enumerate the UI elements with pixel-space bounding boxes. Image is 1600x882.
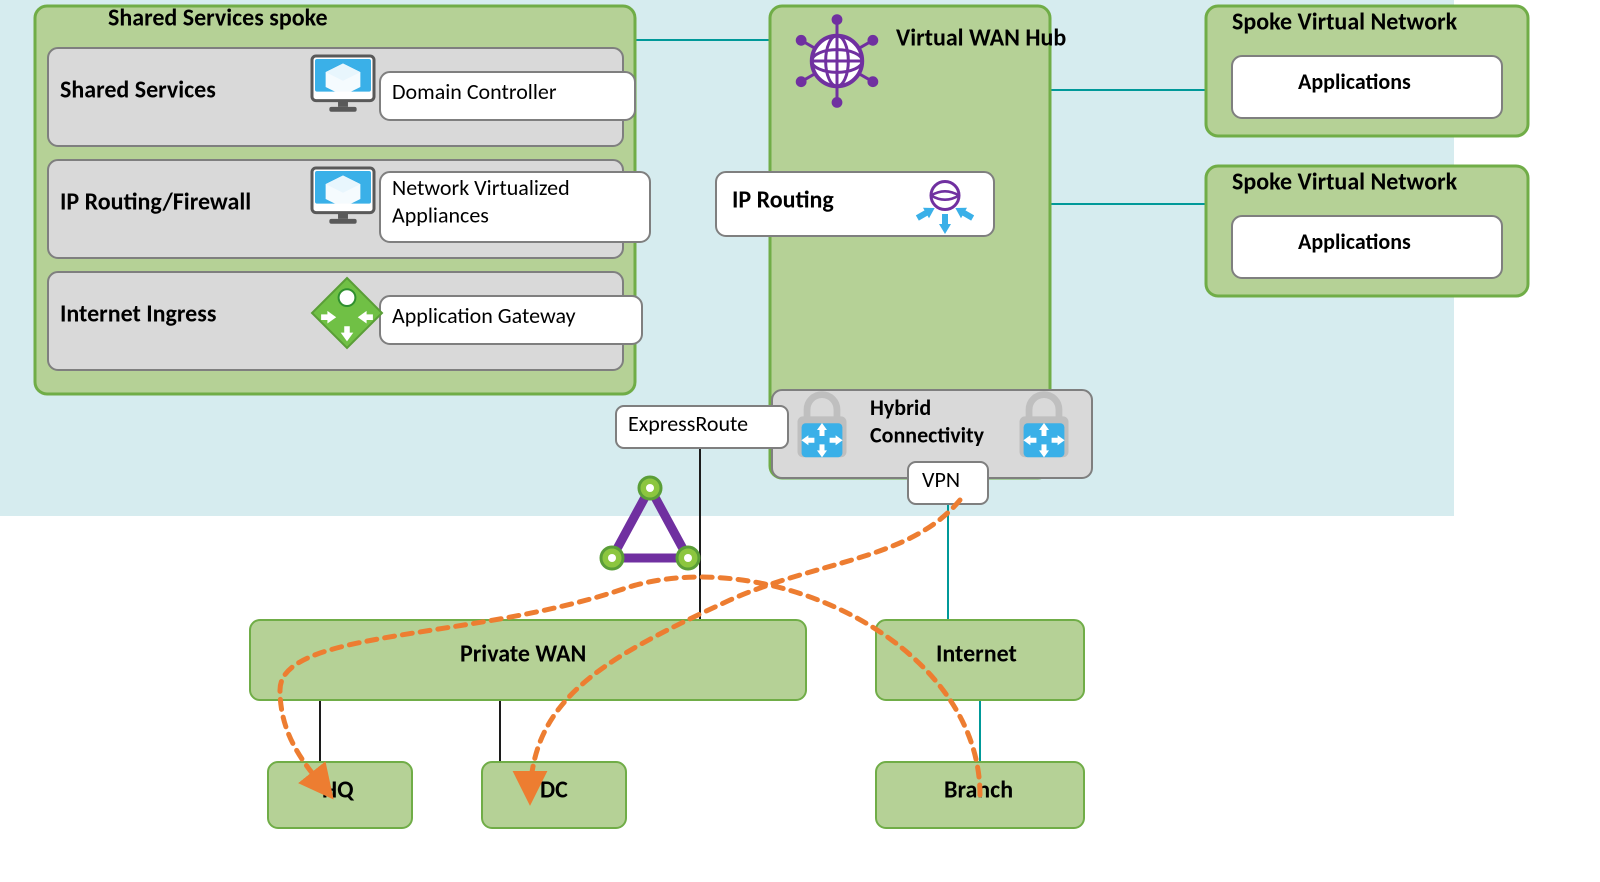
box-vpn: VPN <box>908 462 988 504</box>
svg-text:Network Virtualized: Network Virtualized <box>392 174 570 201</box>
svg-text:Applications: Applications <box>1298 68 1411 95</box>
svg-text:Appliances: Appliances <box>392 201 489 228</box>
box-row_ingress_pill: Application Gateway <box>380 296 642 344</box>
box-spoke1_app: Applications <box>1232 56 1502 118</box>
diagram-canvas: Shared Services spoke Shared Services IP R… <box>0 0 1600 882</box>
svg-text:Domain Controller: Domain Controller <box>392 78 557 105</box>
svg-text:Shared Services spoke: Shared Services spoke <box>108 4 328 33</box>
svg-text:Hybrid: Hybrid <box>870 394 931 421</box>
svg-text:Applications: Applications <box>1298 228 1411 255</box>
box-ip_routing: IP Routing <box>716 172 994 236</box>
svg-text:Private WAN: Private WAN <box>460 640 586 669</box>
svg-text:Spoke Virtual Network: Spoke Virtual Network <box>1232 168 1458 197</box>
box-row_shared_pill: Domain Controller <box>380 72 635 120</box>
svg-text:Spoke Virtual Network: Spoke Virtual Network <box>1232 8 1458 37</box>
svg-text:HQ: HQ <box>322 776 355 805</box>
svg-text:ExpressRoute: ExpressRoute <box>628 410 748 437</box>
svg-text:DC: DC <box>540 776 568 805</box>
box-row_fw_pill: Network VirtualizedAppliances <box>380 172 650 242</box>
box-private_wan: Private WAN <box>250 620 806 700</box>
svg-text:Virtual WAN Hub: Virtual WAN Hub <box>896 24 1066 53</box>
box-spoke2_app: Applications <box>1232 216 1502 278</box>
box-internet: Internet <box>876 620 1084 700</box>
box-expressroute: ExpressRoute <box>616 406 788 448</box>
svg-text:Shared Services: Shared Services <box>60 76 216 105</box>
box-dc: DC <box>482 762 626 828</box>
svg-text:IP Routing: IP Routing <box>732 186 834 215</box>
svg-text:Internet Ingress: Internet Ingress <box>60 300 216 329</box>
svg-text:Internet: Internet <box>936 640 1017 669</box>
svg-text:IP Routing/Firewall: IP Routing/Firewall <box>60 188 251 217</box>
svg-text:VPN: VPN <box>922 466 960 493</box>
svg-text:Connectivity: Connectivity <box>870 421 985 448</box>
box-hq: HQ <box>268 762 412 828</box>
svg-text:Application Gateway: Application Gateway <box>392 302 576 329</box>
